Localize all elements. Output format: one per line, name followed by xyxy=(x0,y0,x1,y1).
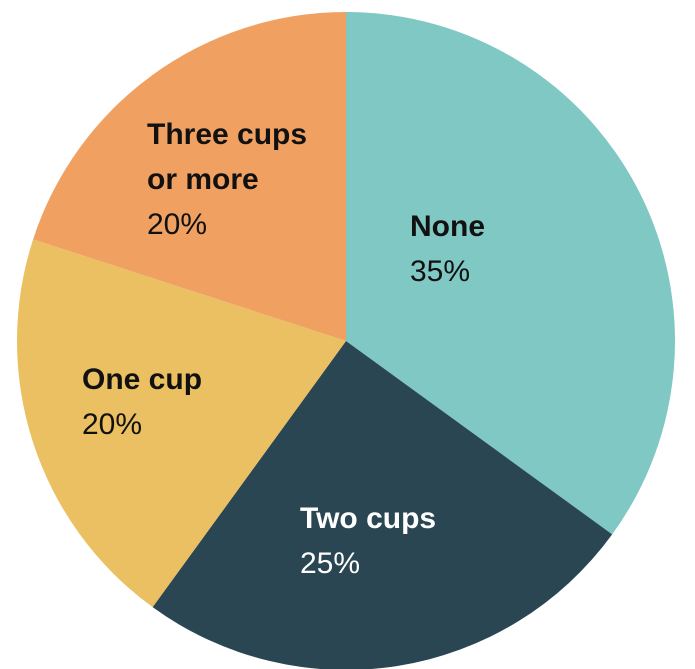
pie-slice-one-cup xyxy=(16,239,347,608)
pie-labels: None 35% Two cups 25% One cup 20% Three cups or… xyxy=(82,118,485,580)
pie-slice-three-cups-or-more xyxy=(33,12,346,341)
pie-slice-two-cups xyxy=(152,341,613,669)
slice-name: or more xyxy=(147,163,259,196)
slice-label-none: None 35% xyxy=(410,210,485,288)
slice-name: Two cups xyxy=(300,502,436,535)
slice-value: 20% xyxy=(147,208,207,241)
slice-value: 25% xyxy=(300,547,360,580)
slice-label-one-cup: One cup 20% xyxy=(82,363,202,441)
slice-label-two-cups: Two cups 25% xyxy=(300,502,436,580)
pie-slice-none xyxy=(346,11,676,535)
slice-label-three-cups-or-more: Three cups or more 20% xyxy=(147,118,307,241)
slice-name: One cup xyxy=(82,363,202,396)
slice-value: 35% xyxy=(410,255,470,288)
slice-value: 20% xyxy=(82,408,142,441)
pie-slices xyxy=(16,11,676,669)
slice-name: None xyxy=(410,210,485,243)
slice-name: Three cups xyxy=(147,118,307,151)
